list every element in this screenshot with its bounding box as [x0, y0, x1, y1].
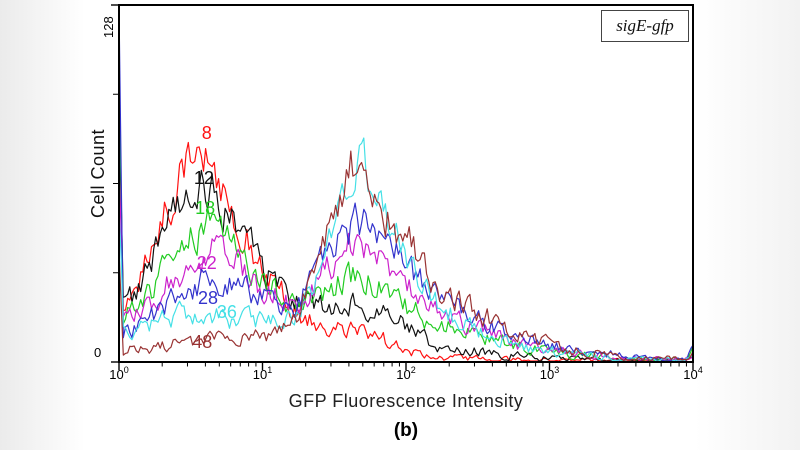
plot-area [111, 4, 694, 370]
legend-text: sigE-gfp [616, 16, 674, 35]
series-label-48: 48 [192, 332, 213, 352]
legend-box: sigE-gfp [601, 10, 689, 42]
series-label-36: 36 [216, 302, 237, 323]
series-curve-28 [119, 7, 693, 362]
series-curve-22 [119, 166, 693, 362]
x-tick-label-10e1: 101 [252, 365, 273, 382]
series-label-22: 22 [196, 253, 217, 274]
x-tick-label-10e4: 104 [683, 365, 703, 382]
right-edge-gradient [695, 0, 800, 450]
series-curve-36 [119, 137, 693, 362]
x-tick-label-10e2: 102 [396, 365, 416, 382]
figure-caption: (b) [393, 420, 419, 441]
series-curve-48 [119, 150, 693, 362]
left-edge-gradient [0, 0, 85, 450]
x-axis-title: GFP Fluorescence Intensity [288, 391, 524, 411]
series-label-18: 18 [195, 198, 216, 219]
x-tick-label-10e3: 103 [539, 365, 560, 382]
series-label-8: 8 [201, 123, 212, 144]
x-tick-label-10e0: 100 [109, 365, 129, 382]
y-axis-min-label: 0 [94, 345, 102, 360]
series-label-28: 28 [197, 288, 218, 309]
series-label-12: 12 [193, 168, 214, 189]
